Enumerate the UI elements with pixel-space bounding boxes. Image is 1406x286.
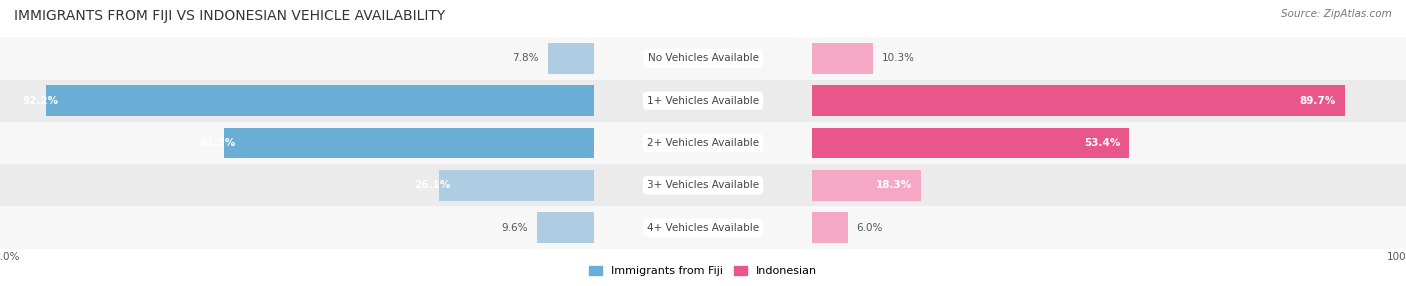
Bar — [813, 170, 921, 200]
Text: Source: ZipAtlas.com: Source: ZipAtlas.com — [1281, 9, 1392, 19]
Text: 3+ Vehicles Available: 3+ Vehicles Available — [647, 180, 759, 190]
Bar — [537, 212, 593, 243]
Bar — [0, 37, 1406, 80]
Text: 9.6%: 9.6% — [502, 223, 529, 233]
Bar — [0, 164, 1406, 206]
Text: 10.3%: 10.3% — [882, 53, 915, 63]
Text: 2+ Vehicles Available: 2+ Vehicles Available — [647, 138, 759, 148]
Bar — [0, 122, 1406, 164]
Bar — [0, 80, 1406, 122]
Bar — [0, 80, 1406, 122]
Text: 6.0%: 6.0% — [856, 223, 883, 233]
Bar — [0, 206, 1406, 249]
Text: 62.3%: 62.3% — [200, 138, 236, 148]
Legend: Immigrants from Fiji, Indonesian: Immigrants from Fiji, Indonesian — [585, 261, 821, 281]
Bar — [0, 206, 1406, 249]
Text: 53.4%: 53.4% — [1084, 138, 1121, 148]
Bar — [813, 212, 848, 243]
Text: IMMIGRANTS FROM FIJI VS INDONESIAN VEHICLE AVAILABILITY: IMMIGRANTS FROM FIJI VS INDONESIAN VEHIC… — [14, 9, 446, 23]
Bar — [0, 164, 1406, 206]
Bar — [46, 86, 593, 116]
Bar — [0, 37, 1406, 80]
Bar — [0, 164, 1406, 206]
Bar — [0, 122, 1406, 164]
Bar — [813, 128, 1129, 158]
Bar — [0, 122, 1406, 164]
Bar — [813, 43, 873, 74]
Bar — [0, 206, 1406, 249]
Bar — [548, 43, 593, 74]
Bar — [224, 128, 593, 158]
Text: 1+ Vehicles Available: 1+ Vehicles Available — [647, 96, 759, 106]
Text: 26.1%: 26.1% — [415, 180, 451, 190]
Text: 18.3%: 18.3% — [876, 180, 911, 190]
Bar — [0, 80, 1406, 122]
Bar — [813, 86, 1344, 116]
Bar — [439, 170, 593, 200]
Text: 92.2%: 92.2% — [22, 96, 58, 106]
Text: No Vehicles Available: No Vehicles Available — [648, 53, 758, 63]
Text: 89.7%: 89.7% — [1299, 96, 1336, 106]
Text: 7.8%: 7.8% — [512, 53, 538, 63]
Text: 4+ Vehicles Available: 4+ Vehicles Available — [647, 223, 759, 233]
Bar — [0, 37, 1406, 80]
